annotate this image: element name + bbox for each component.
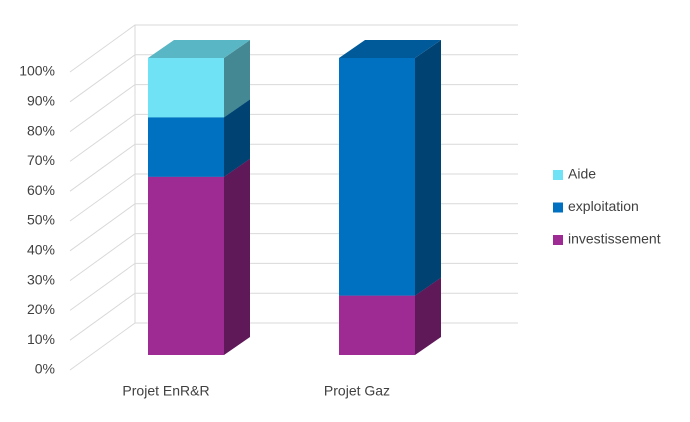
legend-label: investissement	[568, 231, 661, 247]
y-tick-label: 100%	[19, 63, 55, 79]
x-tick-label: Projet EnR&R	[122, 383, 209, 399]
legend-swatch	[553, 170, 563, 180]
legend-label: Aide	[568, 166, 596, 182]
y-tick-label: 0%	[35, 361, 55, 377]
grid-line	[69, 84, 518, 133]
y-tick-label: 20%	[27, 301, 55, 317]
y-tick-label: 50%	[27, 212, 55, 228]
grid-line	[69, 262, 518, 311]
x-tick-label: Projet Gaz	[324, 383, 390, 399]
bar-side	[224, 99, 250, 177]
grid-line	[69, 143, 518, 192]
y-tick-label: 70%	[27, 152, 55, 168]
grid-line	[69, 54, 518, 103]
bar-side	[415, 277, 441, 355]
bar	[148, 58, 224, 118]
y-tick-label: 40%	[27, 242, 55, 258]
legend-swatch	[553, 202, 563, 213]
bar-top	[339, 40, 441, 58]
grid-line	[69, 322, 518, 371]
bar	[148, 117, 224, 177]
y-tick-label: 60%	[27, 182, 55, 198]
grid-line	[69, 292, 518, 341]
grid-line	[69, 233, 518, 282]
bar-top	[148, 40, 250, 58]
legend-label: exploitation	[568, 198, 639, 214]
bar-side	[415, 40, 441, 296]
grid-line	[69, 173, 518, 222]
bar	[339, 295, 415, 355]
legend-swatch	[553, 235, 563, 245]
y-tick-label: 10%	[27, 331, 55, 347]
bar	[148, 176, 224, 355]
grid-line	[69, 113, 518, 162]
y-tick-label: 80%	[27, 122, 55, 138]
bar	[339, 58, 415, 296]
bar-side	[224, 40, 250, 118]
bar-side	[224, 158, 250, 355]
grid-line	[69, 24, 518, 73]
grid-line	[69, 203, 518, 252]
y-tick-label: 90%	[27, 93, 55, 109]
y-tick-label: 30%	[27, 271, 55, 287]
